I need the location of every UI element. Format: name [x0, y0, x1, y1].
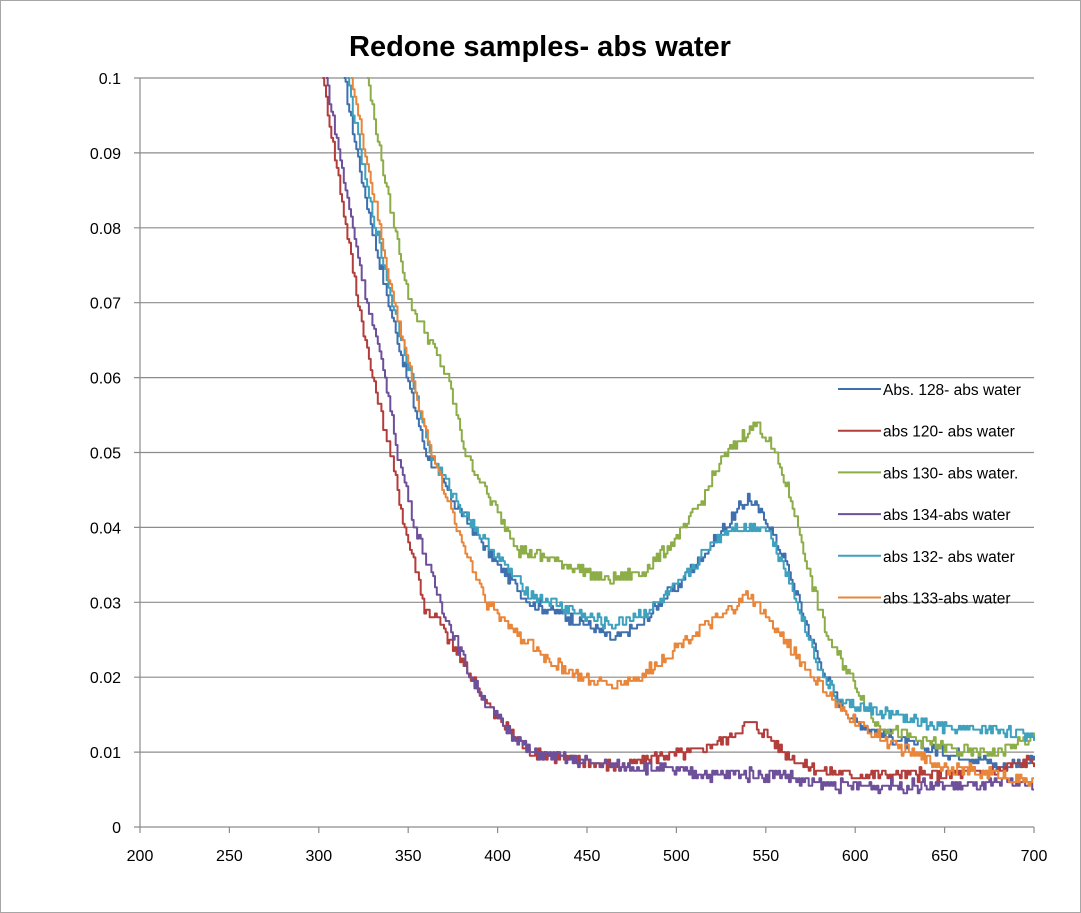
- y-tick-label: 0.07: [90, 296, 121, 313]
- x-tick-label: 650: [931, 848, 958, 865]
- legend-label: abs 134-abs water: [883, 507, 1011, 524]
- x-tick-label: 250: [216, 848, 243, 865]
- x-tick-label: 500: [663, 848, 690, 865]
- x-tick-label: 700: [1021, 848, 1048, 865]
- legend-item: abs 132- abs water: [838, 549, 1015, 566]
- legend-label: Abs. 128- abs water: [883, 382, 1021, 399]
- y-tick-label: 0.01: [90, 745, 121, 762]
- legend-label: abs 133-abs water: [883, 591, 1011, 608]
- x-tick-label: 450: [574, 848, 601, 865]
- x-tick-label: 300: [305, 848, 332, 865]
- series-line-5: [351, 77, 1034, 787]
- chart-title: Redone samples- abs water: [349, 31, 731, 63]
- legend-item: abs 120- abs water: [838, 424, 1015, 441]
- series-line-1: [322, 77, 1035, 784]
- legend-label: abs 132- abs water: [883, 549, 1015, 566]
- axes: [134, 78, 1035, 833]
- legend-item: Abs. 128- abs water: [838, 382, 1021, 399]
- y-tick-label: 0.05: [90, 446, 121, 463]
- y-tick-label: 0.08: [90, 221, 121, 238]
- x-tick-label: 350: [395, 848, 422, 865]
- x-tick-label: 550: [752, 848, 779, 865]
- legend-item: abs 130- abs water.: [838, 465, 1018, 482]
- y-tick-label: 0.02: [90, 670, 121, 687]
- gridlines: [134, 77, 1034, 753]
- series-lines: [322, 77, 1035, 795]
- y-tick-label: 0.1: [99, 71, 121, 88]
- x-tick-label: 600: [842, 848, 869, 865]
- legend-label: abs 120- abs water: [883, 424, 1015, 441]
- x-tick-label: 200: [127, 848, 154, 865]
- series-line-4: [347, 77, 1035, 742]
- legend-label: abs 130- abs water.: [883, 465, 1018, 482]
- y-tick-label: 0.06: [90, 371, 121, 388]
- series-line-3: [326, 77, 1034, 795]
- y-tick-label: 0.03: [90, 595, 121, 612]
- y-tick-label: 0.09: [90, 146, 121, 163]
- legend-item: abs 134-abs water: [838, 507, 1011, 524]
- legend-item: abs 133-abs water: [838, 591, 1011, 608]
- y-tick-label: 0.04: [90, 520, 121, 537]
- series-line-2: [367, 77, 1035, 757]
- y-tick-label: 0: [112, 820, 121, 837]
- legend: Abs. 128- abs water abs 120- abs water abs…: [838, 382, 1021, 608]
- tick-labels: 200 250 300 350 400 450 500 550 600 650 700 0 0.01 0.…: [90, 71, 1048, 865]
- x-tick-label: 400: [484, 848, 511, 865]
